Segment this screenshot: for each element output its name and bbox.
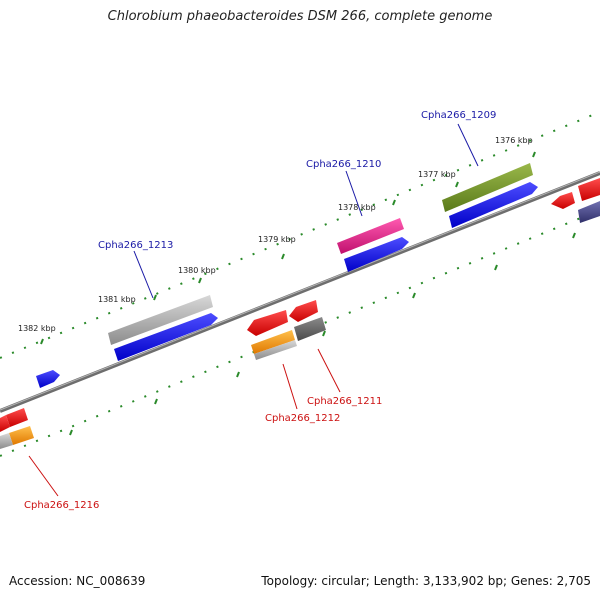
gene-1213-gray-bar[interactable] bbox=[108, 295, 213, 345]
scale-label-1379: 1379 kbp bbox=[258, 235, 296, 244]
scale-label-1381: 1381 kbp bbox=[98, 295, 136, 304]
scale-label-1377: 1377 kbp bbox=[418, 170, 456, 179]
gene-1213-blue-arrow[interactable] bbox=[114, 313, 218, 361]
gene-1209-olive-bar[interactable] bbox=[442, 163, 533, 212]
gene-1212-gray-bar[interactable] bbox=[254, 340, 297, 360]
leader-1212 bbox=[282, 363, 298, 410]
inner-major-ticks bbox=[69, 232, 576, 436]
gene-label-1209[interactable]: Cpha266_1209 bbox=[421, 110, 496, 121]
scale-label-1382: 1382 kbp bbox=[18, 324, 56, 333]
outer-major-ticks bbox=[40, 151, 536, 345]
gene-1216-orange-bar[interactable] bbox=[9, 426, 34, 445]
gene-1211-dark-gray-bar[interactable] bbox=[294, 317, 326, 341]
gene-red-arrow-right[interactable] bbox=[289, 300, 318, 322]
gene-slate-arrow-edge[interactable] bbox=[578, 201, 600, 223]
gene-1216-gray-bar[interactable] bbox=[0, 433, 13, 449]
gene-red-arrow-edge[interactable] bbox=[578, 178, 600, 201]
gene-small-blue-arrow[interactable] bbox=[36, 370, 60, 388]
leader-1210 bbox=[345, 170, 363, 217]
gene-red-arrow-far-right[interactable] bbox=[551, 192, 575, 209]
gene-red-arrow-left[interactable] bbox=[247, 310, 288, 336]
leader-1216 bbox=[28, 455, 59, 497]
scale-label-1380: 1380 kbp bbox=[178, 266, 216, 275]
gene-red-arrow-left-edge[interactable] bbox=[6, 408, 28, 427]
scale-label-1378: 1378 kbp bbox=[338, 203, 376, 212]
leader-1209 bbox=[457, 123, 479, 167]
gene-1209-blue-arrow[interactable] bbox=[449, 182, 538, 228]
gene-red-arrow-left-edge-2[interactable] bbox=[0, 415, 10, 432]
accession-text: Accession: NC_008639 bbox=[9, 574, 146, 588]
gene-1212-orange-bar[interactable] bbox=[251, 330, 295, 354]
gene-label-1213[interactable]: Cpha266_1213 bbox=[98, 240, 173, 251]
gene-label-1216[interactable]: Cpha266_1216 bbox=[24, 500, 99, 511]
genome-backbone bbox=[0, 171, 600, 413]
leader-1211 bbox=[317, 348, 341, 393]
gene-label-1212[interactable]: Cpha266_1212 bbox=[265, 413, 340, 424]
map-title: Chlorobium phaeobacteroides DSM 266, com… bbox=[107, 9, 493, 24]
leader-1213 bbox=[133, 250, 154, 299]
scale-label-1376: 1376 kbp bbox=[495, 136, 533, 145]
outer-scale-track bbox=[0, 111, 600, 359]
gene-label-1210[interactable]: Cpha266_1210 bbox=[306, 159, 381, 170]
gene-1210-magenta-bar[interactable] bbox=[337, 218, 404, 254]
gene-1210-blue-arrow[interactable] bbox=[344, 237, 409, 272]
gene-label-1211[interactable]: Cpha266_1211 bbox=[307, 396, 382, 407]
genome-summary-text: Topology: circular; Length: 3,133,902 bp… bbox=[261, 574, 591, 588]
